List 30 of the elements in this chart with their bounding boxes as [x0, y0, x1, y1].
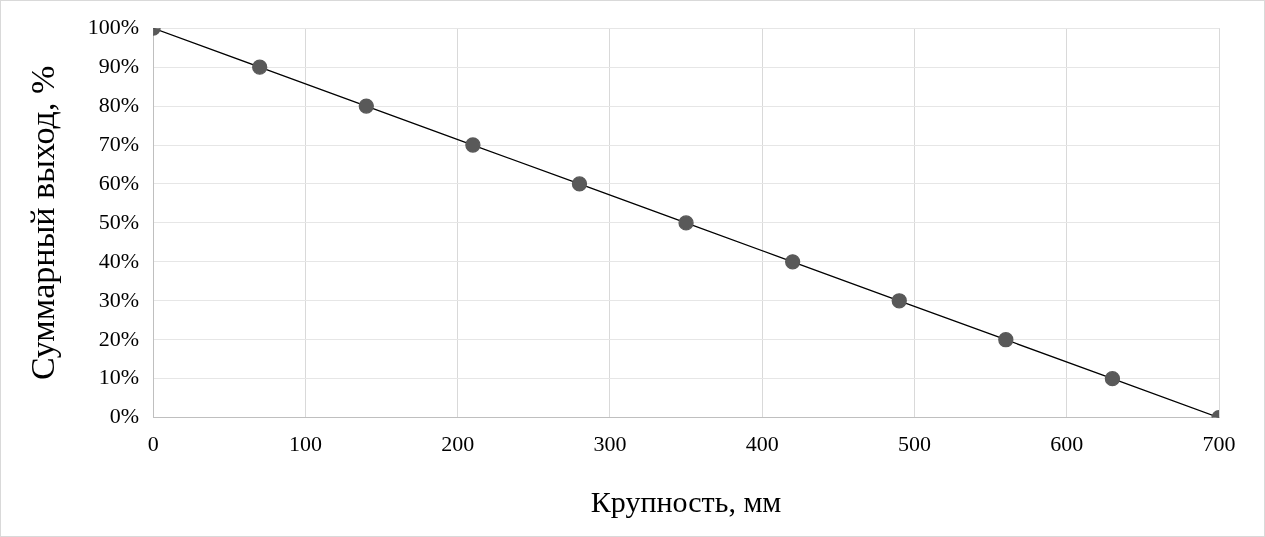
x-axis-title: Крупность, мм — [590, 484, 782, 518]
point — [358, 98, 374, 114]
x-tick-label: 500 — [897, 430, 931, 456]
x-tick-label: 0 — [147, 430, 159, 456]
x-tick-label: 100 — [288, 430, 322, 456]
y-tick-label: 70% — [98, 130, 140, 156]
point — [998, 332, 1014, 348]
point — [465, 137, 481, 153]
x-tick-label: 200 — [441, 430, 475, 456]
y-tick-label: 0% — [109, 403, 140, 429]
point — [785, 254, 801, 270]
point — [252, 59, 268, 75]
x-tick-label: 700 — [1202, 430, 1236, 456]
y-tick-label: 20% — [98, 325, 140, 351]
y-tick-label: 80% — [98, 91, 140, 117]
x-tick-label: 600 — [1050, 430, 1084, 456]
point — [1104, 371, 1121, 387]
y-tick-label: 90% — [98, 52, 140, 78]
y-tick-label: 60% — [98, 169, 140, 195]
point — [678, 215, 694, 231]
y-axis-title: Суммарный выход, % — [24, 65, 62, 381]
y-tick-label: 100% — [87, 13, 140, 39]
x-tick-label: 400 — [745, 430, 779, 456]
y-tick-label: 40% — [98, 247, 140, 273]
point — [891, 293, 907, 309]
point — [571, 176, 588, 192]
y-tick-label: 50% — [98, 208, 140, 234]
y-tick-label: 30% — [98, 286, 140, 312]
y-tick-label: 10% — [98, 364, 140, 390]
x-tick-label: 300 — [593, 430, 627, 456]
